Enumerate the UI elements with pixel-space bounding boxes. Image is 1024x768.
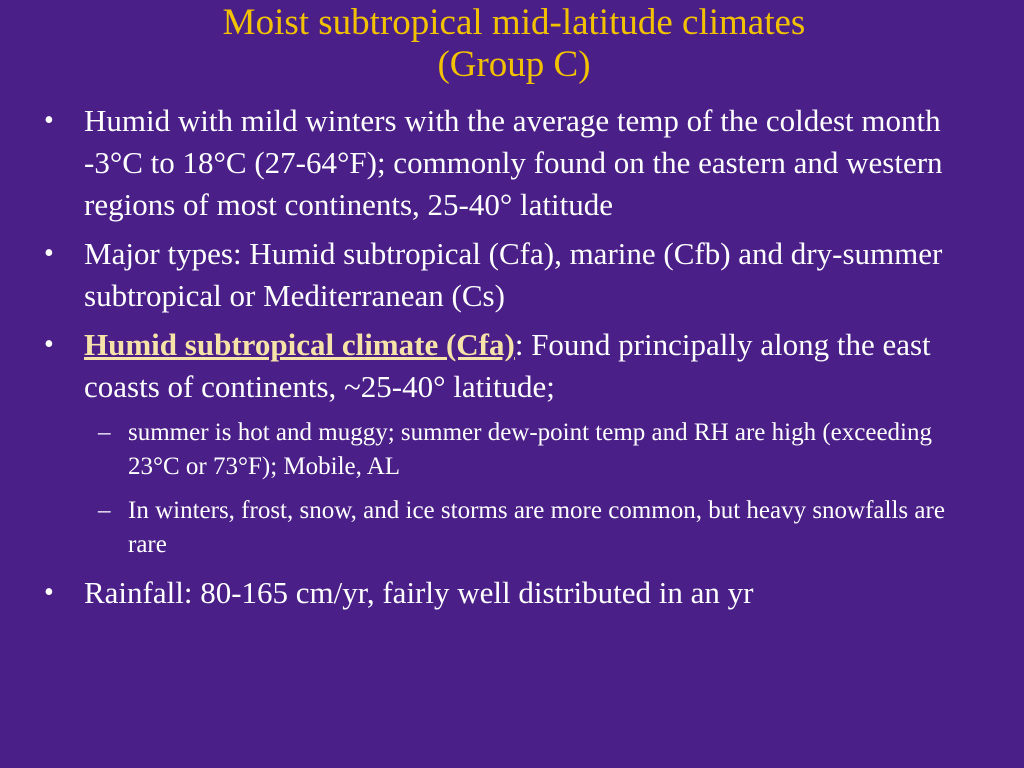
bullet-list: Humid with mild winters with the average…	[44, 100, 984, 614]
slide-title: Moist subtropical mid-latitude climates …	[44, 0, 984, 86]
bullet-item-humid-mild-winters: Humid with mild winters with the average…	[44, 100, 984, 226]
bullet-text: Humid with mild winters with the average…	[84, 103, 943, 222]
bullet-text: Rainfall: 80-165 cm/yr, fairly well dist…	[84, 575, 754, 610]
bullet-item-rainfall: Rainfall: 80-165 cm/yr, fairly well dist…	[44, 572, 984, 614]
bullet-text: Major types: Humid subtropical (Cfa), ma…	[84, 236, 943, 313]
bullet-lead-link[interactable]: Humid subtropical climate (Cfa)	[84, 327, 515, 362]
sub-bullet-item-summer: summer is hot and muggy; summer dew-poin…	[84, 416, 984, 484]
sub-bullet-text: summer is hot and muggy; summer dew-poin…	[128, 419, 932, 480]
slide-title-line-2: (Group C)	[437, 44, 591, 85]
sub-bullet-item-winters: In winters, frost, snow, and ice storms …	[84, 494, 984, 562]
bullet-item-major-types: Major types: Humid subtropical (Cfa), ma…	[44, 233, 984, 317]
sub-bullet-list: summer is hot and muggy; summer dew-poin…	[84, 416, 984, 562]
bullet-text: : Found principally along the east coast…	[84, 327, 931, 404]
slide-title-line-1: Moist subtropical mid-latitude climates	[222, 2, 806, 43]
sub-bullet-text: In winters, frost, snow, and ice storms …	[128, 497, 945, 558]
bullet-item-humid-subtropical-cfa: Humid subtropical climate (Cfa): Found p…	[44, 324, 984, 562]
